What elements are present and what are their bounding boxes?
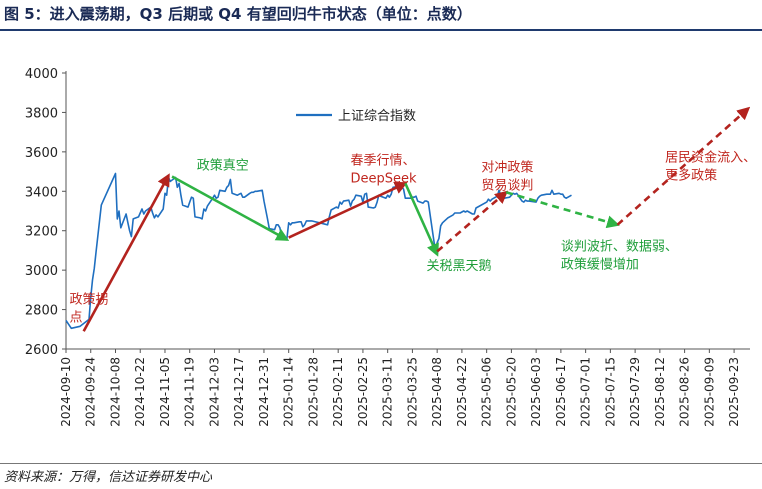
series-layer <box>65 172 572 330</box>
x-tick-label: 2024-12-03 <box>207 357 221 427</box>
x-tick-label: 2024-10-08 <box>108 357 122 427</box>
annotation-5: 谈判波折、数据弱、政策缓慢增加 <box>561 239 678 272</box>
x-tick-label: 2025-03-25 <box>405 357 419 427</box>
x-tick-label: 2025-07-01 <box>579 357 593 427</box>
legend: 上证综合指数 <box>296 109 416 124</box>
trend-arrow-1 <box>171 175 290 241</box>
y-tick-label: 3000 <box>25 264 58 279</box>
trend-arrow-0 <box>82 173 170 332</box>
x-tick-label: 2025-04-08 <box>430 357 444 427</box>
annotation-2: 春季行情、 DeepSeek <box>351 154 418 187</box>
y-tick-label: 4000 <box>25 67 58 82</box>
x-tick-label: 2025-01-28 <box>306 357 320 427</box>
x-tick-label: 2025-02-25 <box>356 357 370 427</box>
trend-arrows <box>82 106 751 332</box>
x-tick-label: 2024-09-10 <box>59 357 73 427</box>
x-tick-label: 2025-01-14 <box>282 357 296 427</box>
x-tick-label: 2024-11-05 <box>158 357 172 427</box>
trend-arrow-3 <box>404 182 439 257</box>
y-tick-label: 3400 <box>25 185 58 200</box>
x-tick-label: 2025-07-15 <box>603 357 617 427</box>
x-tick-label: 2024-12-17 <box>232 357 246 427</box>
figure-title: 图 5：进入震荡期，Q3 后期或 Q4 有望回归牛市状态（单位：点数） <box>4 5 472 23</box>
x-tick-label: 2024-10-22 <box>133 357 147 427</box>
annotation-1: 政策真空 <box>197 158 249 174</box>
y-tick-label: 3200 <box>25 225 58 240</box>
chart: 2600 2800 3000 3200 3400 3600 3800 4000 2024-09… <box>25 67 757 427</box>
x-tick-label: 2025-09-23 <box>727 357 741 427</box>
x-tick-label: 2025-05-06 <box>480 357 494 427</box>
trend-arrow-5 <box>505 191 620 229</box>
x-tick-label: 2025-06-17 <box>554 357 568 427</box>
series-line-0 <box>65 172 572 330</box>
x-tick-label: 2024-09-24 <box>84 357 98 427</box>
x-tick-label: 2025-04-22 <box>455 357 469 427</box>
annotation-4: 对冲政策贸易谈判 <box>481 160 533 194</box>
legend-label: 上证综合指数 <box>338 109 416 124</box>
x-tick-label: 2025-07-29 <box>628 357 642 427</box>
x-tick-label: 2025-09-09 <box>702 357 716 427</box>
trend-arrow-6 <box>616 106 751 226</box>
y-tick-label: 2600 <box>25 343 58 358</box>
annotations: 政策拐点 政策真空 春季行情、 DeepSeek 关税黑天鹅 对冲政策贸易谈判谈判波折、数… <box>70 150 757 326</box>
x-axis: 2024-09-10 2024-09-24 2024-10-08 2024-10-22… <box>59 348 750 427</box>
x-tick-label: 2025-03-11 <box>381 357 395 427</box>
annotation-3: 关税黑天鹅 <box>427 258 492 274</box>
y-tick-label: 3600 <box>25 146 58 161</box>
trend-arrow-2 <box>288 181 408 239</box>
x-tick-label: 2025-06-03 <box>529 357 543 427</box>
footer-divider <box>0 463 762 464</box>
y-tick-label: 2800 <box>25 304 58 319</box>
annotation-6: 居民资金流入、更多政策 <box>665 150 756 184</box>
title-divider <box>0 29 762 31</box>
x-tick-label: 2024-12-31 <box>257 357 271 427</box>
annotation-0: 政策拐点 <box>70 292 109 326</box>
x-tick-label: 2025-05-20 <box>504 357 518 427</box>
x-tick-label: 2025-08-26 <box>678 357 692 427</box>
x-tick-label: 2025-08-12 <box>653 357 667 427</box>
trend-arrow-4 <box>436 190 509 253</box>
y-axis: 2600 2800 3000 3200 3400 3600 3800 4000 <box>25 67 67 358</box>
y-tick-label: 3800 <box>25 106 58 121</box>
source-note: 资料来源：万得，信达证券研发中心 <box>4 470 213 485</box>
x-tick-label: 2025-02-11 <box>331 357 345 427</box>
x-tick-label: 2024-11-19 <box>183 357 197 427</box>
